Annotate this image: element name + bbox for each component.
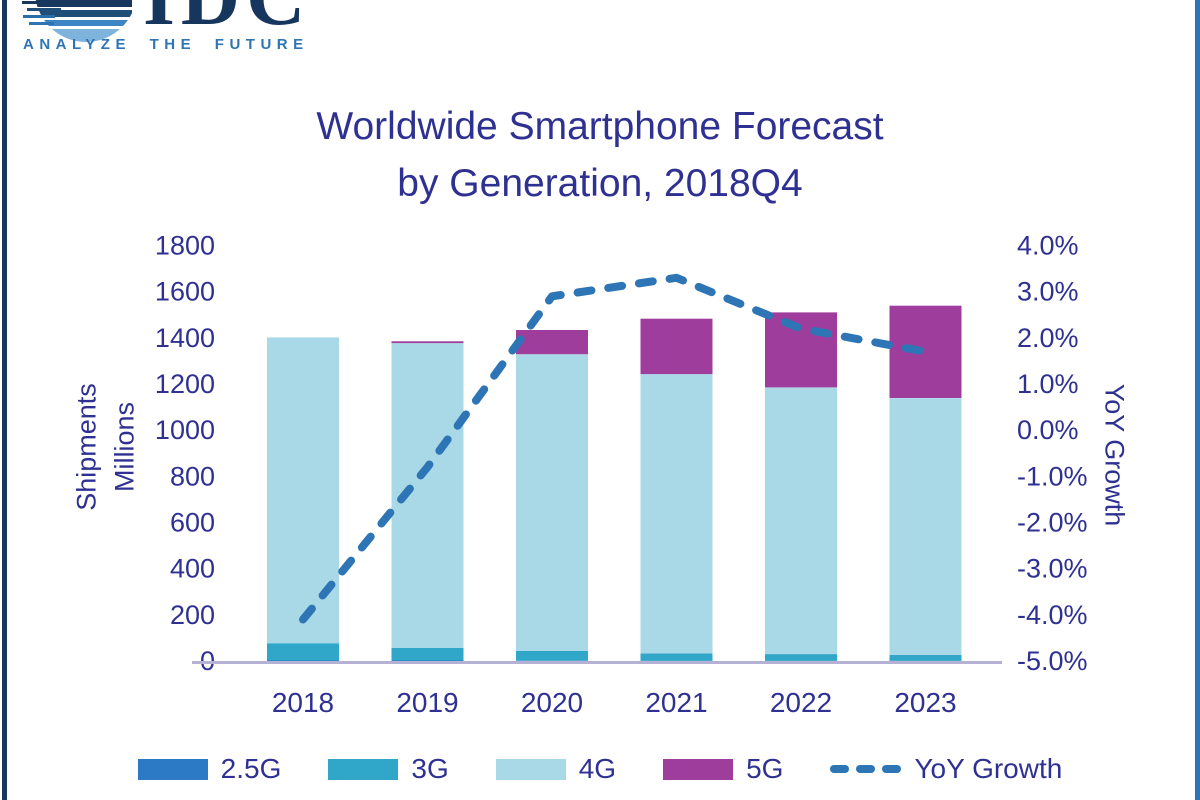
bar-segment-3G-2018	[267, 643, 339, 661]
x-axis-label-2021: 2021	[645, 687, 707, 718]
logo-text: IDC	[143, 0, 311, 38]
legend-label: 4G	[578, 753, 617, 784]
legend-swatch-icon	[328, 758, 399, 780]
chart-title-line1: Worldwide Smartphone Forecast	[316, 105, 884, 148]
right-axis-tick-label: -4.0%	[1017, 600, 1088, 630]
bar-segment-2.5G-2019	[391, 660, 464, 661]
bar-segment-4G-2022	[765, 387, 837, 655]
legend-item-4g: 4G	[495, 753, 617, 785]
bar-segment-3G-2021	[640, 653, 713, 661]
left-axis-tick-label: 1200	[155, 369, 215, 399]
right-axis-tick-label: 2.0%	[1017, 323, 1079, 353]
legend-item-3g: 3G	[328, 753, 449, 785]
bar-segment-5G-2020	[516, 330, 588, 355]
legend-item-5g: 5G	[663, 753, 783, 785]
idc-globe-icon	[22, 0, 132, 42]
bar-segment-4G-2020	[516, 354, 588, 651]
legend-dash	[856, 765, 876, 773]
legend-item-yoy-growth: YoY Growth	[830, 753, 1062, 785]
legend-swatch-icon	[495, 758, 566, 780]
bar-segment-5G-2023	[889, 305, 962, 398]
bar-segment-3G-2023	[889, 654, 962, 661]
right-axis-tick-label: -5.0%	[1017, 646, 1088, 676]
legend-label: 3G	[411, 753, 449, 784]
bar-segment-4G-2023	[889, 398, 962, 655]
x-axis-label-2019: 2019	[396, 687, 458, 718]
right-axis-tick-label: -2.0%	[1017, 508, 1088, 538]
right-axis-tick-label: -3.0%	[1017, 554, 1088, 584]
right-axis-tick-label: 0.0%	[1017, 415, 1079, 445]
bar-segment-3G-2022	[765, 654, 837, 661]
page-right-border	[1195, 0, 1200, 800]
right-axis-tick-label: 3.0%	[1017, 277, 1079, 307]
x-axis-label-2023: 2023	[894, 687, 956, 718]
legend-label: 2.5G	[220, 753, 282, 784]
left-axis-tick-label: 600	[170, 508, 215, 538]
legend-dash	[882, 765, 902, 773]
left-axis-tick-label: 200	[170, 600, 215, 630]
bar-segment-5G-2022	[765, 312, 837, 388]
left-axis-tick-label: 1000	[155, 415, 215, 445]
bar-segment-2.5G-2018	[267, 660, 339, 661]
right-axis-tick-label: -1.0%	[1017, 461, 1088, 491]
legend-dash	[830, 765, 850, 773]
bar-segment-3G-2020	[516, 650, 588, 661]
logo-tagline: ANALYZE THE FUTURE	[23, 36, 309, 53]
yoy-growth-line	[299, 273, 930, 624]
idc-logo: IDC ANALYZE THE FUTURE	[18, 0, 348, 60]
legend-item-2.5g: 2.5G	[137, 753, 282, 785]
left-axis-tick-label: 1600	[155, 277, 215, 307]
bar-segment-5G-2019	[391, 341, 464, 344]
left-axis-tick-label: 1400	[155, 323, 215, 353]
legend-label: YoY Growth	[914, 753, 1063, 784]
x-axis-label-2020: 2020	[521, 687, 583, 718]
bar-segment-3G-2019	[391, 647, 464, 661]
right-axis-tick-label: 1.0%	[1017, 369, 1079, 399]
legend-swatch-icon	[663, 758, 734, 780]
x-axis-label-2018: 2018	[272, 687, 334, 718]
legend-swatch-icon	[137, 758, 208, 780]
legend-label: 5G	[746, 753, 784, 784]
chart-title: Worldwide Smartphone Forecast by Generat…	[0, 98, 1200, 212]
left-axis-tick-label: 800	[170, 461, 215, 491]
right-axis-tick-label: 4.0%	[1017, 231, 1079, 261]
bar-segment-4G-2018	[267, 337, 339, 644]
legend-dashed-line-icon	[830, 765, 902, 773]
bar-segment-4G-2021	[640, 374, 713, 654]
chart-title-line2: by Generation, 2018Q4	[397, 162, 803, 205]
page-left-border	[2, 0, 7, 800]
left-axis-tick-label: 1800	[155, 231, 215, 261]
bar-segment-5G-2021	[640, 318, 713, 375]
x-axis-label-2022: 2022	[770, 687, 832, 718]
chart-legend: 2.5G 3G 4G 5G YoY Growth	[0, 750, 1200, 788]
left-axis-tick-label: 400	[170, 554, 215, 584]
